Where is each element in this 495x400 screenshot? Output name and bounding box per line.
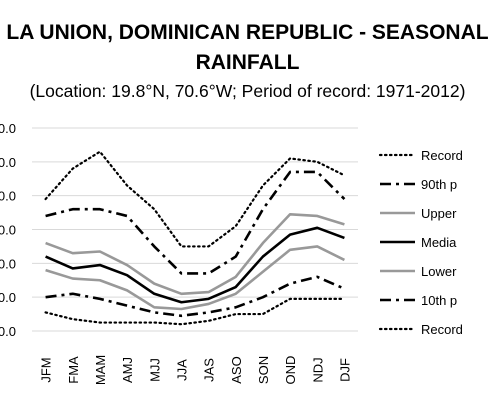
series-line-5 [45,245,345,311]
series-lines [44,150,346,326]
y-tick-label: 0.0 [0,256,16,271]
y-tick-label: 0.0 [0,189,16,204]
series-line-3 [45,212,345,296]
legend: Record 90th p Upper Media Lower 10th p Record [378,148,463,337]
y-tick-label: 0.0 [0,121,16,136]
x-tick-label: NDJ [310,357,325,382]
x-tick-label: OND [283,356,298,385]
series-line-7 [44,297,346,326]
series-line-6 [45,275,345,318]
chart-title-line-2: RAINFALL [195,51,300,74]
legend-label: Record [421,148,463,163]
x-tick-label: AMJ [120,357,135,383]
series-line-4 [45,226,345,304]
x-tick-label: JAS [202,358,217,382]
x-tick-label: MAM [93,355,108,385]
legend-label: Lower [421,264,457,279]
legend-label: Record [421,322,463,337]
series-line-2 [45,170,346,275]
legend-label: Upper [421,206,457,221]
y-tick-label: 0.0 [0,290,16,305]
y-tick-label: 0.0 [0,324,16,339]
y-tick-label: 0.0 [0,155,16,170]
x-tick-label: FMA [66,356,81,384]
legend-label: Media [421,235,457,250]
x-tick-label: DJF [337,358,352,382]
series-line-1 [44,150,346,248]
legend-label: 10th p [421,293,457,308]
x-tick-labels: JFM FMA MAM AMJ MJJ JJA JAS ASO SON OND NDJ DJF [39,355,353,385]
y-tick-labels: 0.0 0.0 0.0 0.0 0.0 0.0 0.0 [0,121,16,339]
y-tick-label: 0.0 [0,223,16,238]
x-tick-label: MJJ [147,358,162,382]
x-tick-label: JFM [39,357,54,382]
x-tick-label: JJA [174,359,189,381]
x-tick-label: ASO [229,356,244,383]
chart-title-line-1: LA UNION, DOMINICAN REPUBLIC - SEASONAL [6,21,489,44]
chart-subtitle: (Location: 19.8°N, 70.6°W; Period of rec… [29,81,466,101]
legend-label: 90th p [421,177,457,192]
x-tick-label: SON [256,356,271,384]
